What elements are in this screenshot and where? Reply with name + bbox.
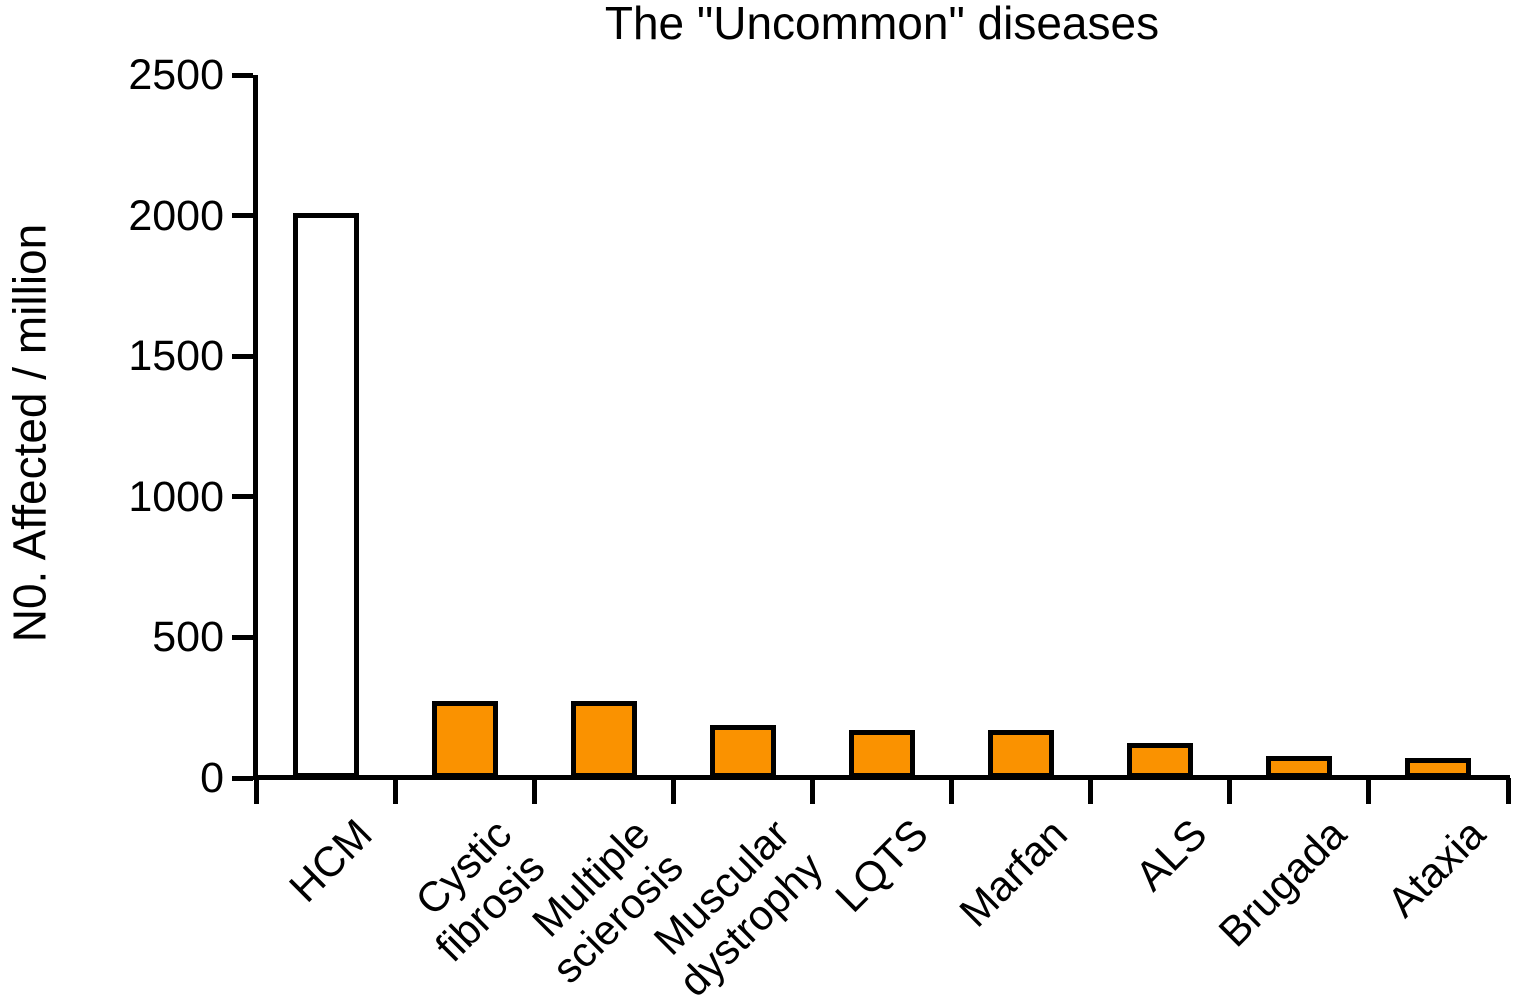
bar-multiple-scierosis bbox=[570, 701, 637, 778]
x-tick-label-als: ALS bbox=[1126, 810, 1216, 900]
y-tick-label-1000: 1000 bbox=[128, 472, 224, 521]
x-tick-label-ataxia: Ataxia bbox=[1377, 810, 1494, 926]
x-tick-label-marfan: Marfan bbox=[950, 810, 1077, 936]
y-tick-1500 bbox=[232, 353, 253, 359]
x-tick-label-brugada: Brugada bbox=[1209, 810, 1355, 956]
bar-brugada bbox=[1266, 756, 1333, 778]
bar-als bbox=[1127, 743, 1194, 778]
y-tick-1000 bbox=[232, 494, 253, 500]
x-tick-label-muscular-dystrophy: Muscular dystrophy bbox=[644, 810, 832, 1006]
y-axis-label: N0. Affected / million bbox=[3, 223, 56, 643]
x-tick-label-hcm: HCM bbox=[279, 810, 381, 911]
x-tick-label-cystic-fibrosis: Cystic fibrosis bbox=[405, 810, 554, 971]
y-axis-line bbox=[253, 75, 258, 780]
bar-muscular-dystrophy bbox=[709, 725, 776, 778]
x-tick-9 bbox=[1505, 778, 1511, 804]
x-tick-6 bbox=[1088, 778, 1094, 804]
bar-lqts bbox=[849, 730, 915, 778]
x-tick-0 bbox=[253, 778, 259, 804]
x-tick-2 bbox=[531, 778, 537, 804]
x-tick-7 bbox=[1227, 778, 1233, 804]
x-tick-label-lqts: LQTS bbox=[826, 810, 938, 921]
bar-hcm bbox=[292, 213, 359, 778]
y-tick-label-500: 500 bbox=[152, 613, 224, 662]
bar-marfan bbox=[988, 730, 1055, 778]
y-tick-label-2500: 2500 bbox=[128, 51, 224, 99]
x-tick-5 bbox=[949, 778, 955, 804]
x-tick-1 bbox=[392, 778, 398, 804]
y-tick-label-0: 0 bbox=[200, 754, 224, 802]
y-tick-0 bbox=[232, 775, 253, 781]
chart-title: The "Uncommon" diseases bbox=[604, 0, 1160, 49]
y-tick-500 bbox=[232, 634, 253, 640]
bar-cystic-fibrosis bbox=[431, 701, 498, 778]
y-tick-label-1500: 1500 bbox=[128, 332, 224, 381]
x-tick-4 bbox=[809, 778, 815, 804]
bar-ataxia bbox=[1405, 758, 1472, 778]
x-tick-8 bbox=[1366, 778, 1372, 804]
x-tick-3 bbox=[670, 778, 676, 804]
y-tick-label-2000: 2000 bbox=[128, 191, 224, 240]
y-tick-2500 bbox=[232, 72, 253, 78]
y-tick-2000 bbox=[232, 213, 253, 219]
